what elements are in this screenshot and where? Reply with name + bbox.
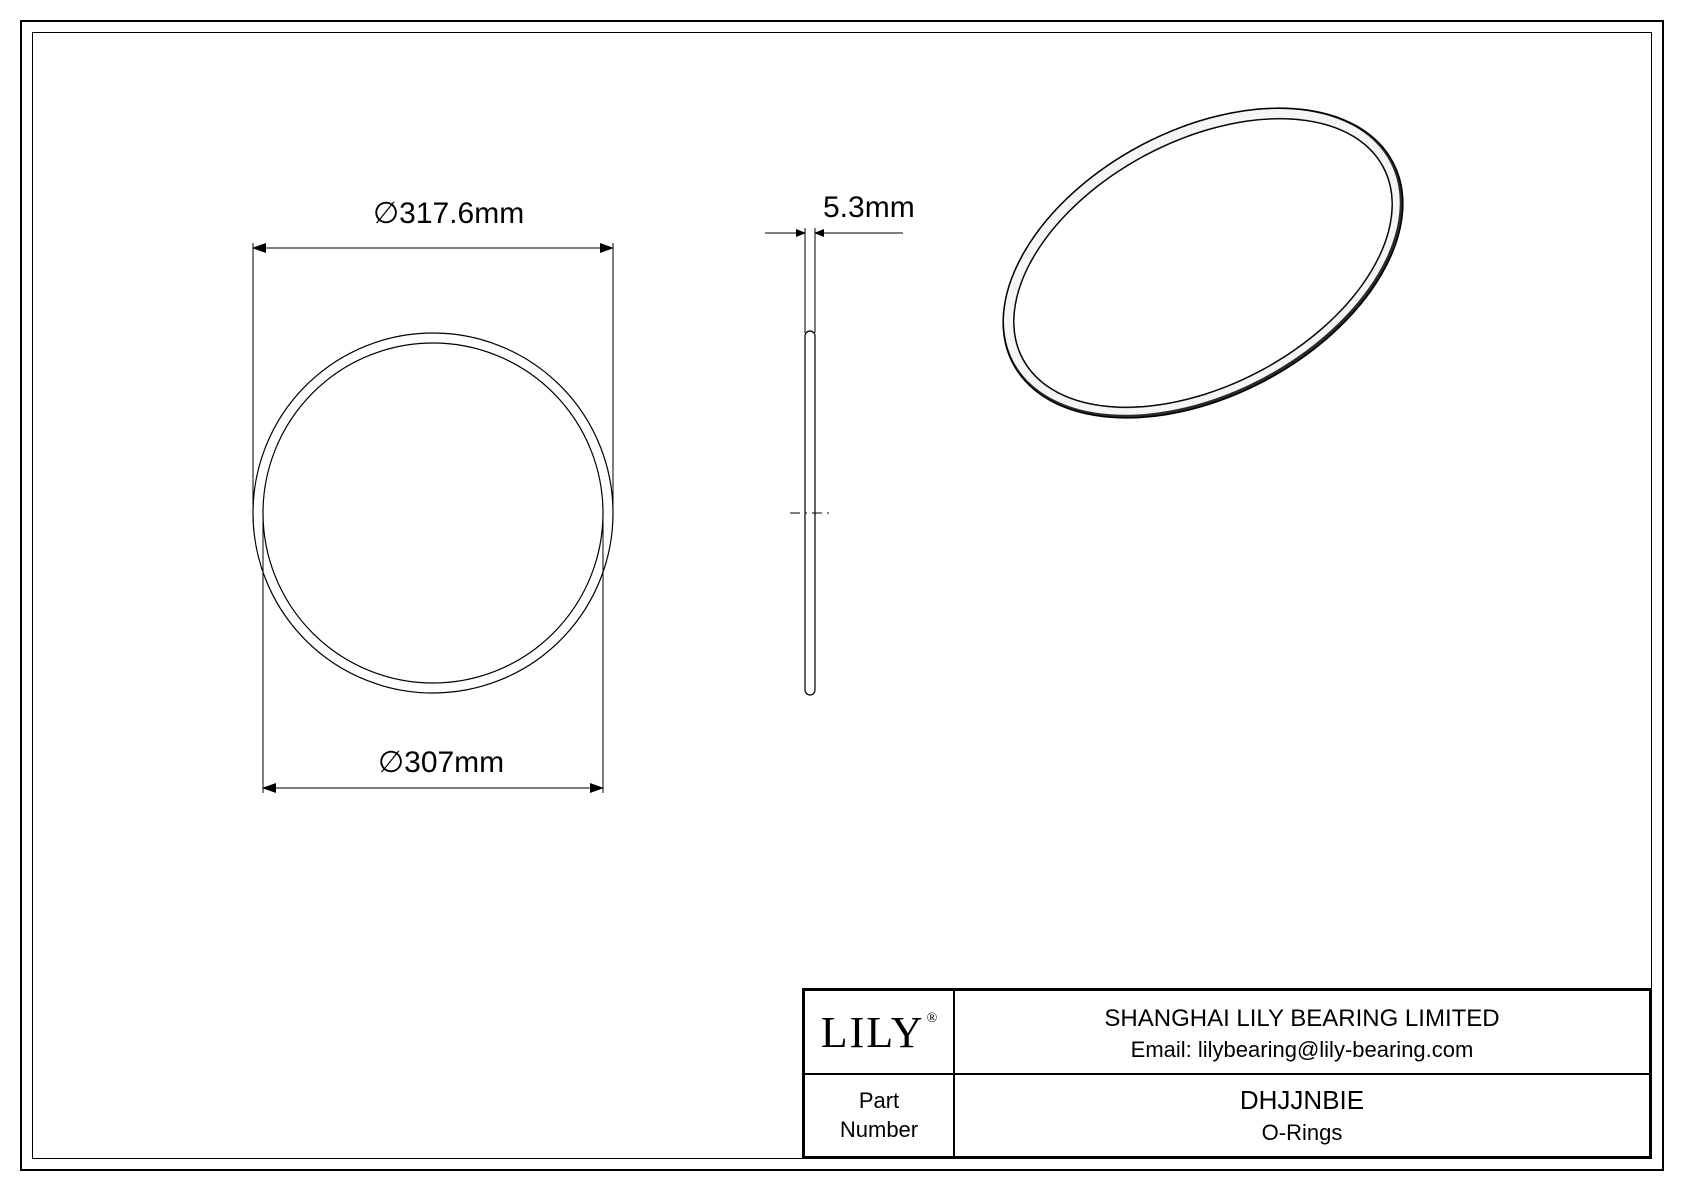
product-type: O-Rings (1262, 1120, 1343, 1146)
side-view (790, 331, 830, 695)
part-number-label-2: Number (840, 1116, 918, 1145)
dim-thickness (765, 228, 903, 333)
company-name: SHANGHAI LILY BEARING LIMITED (1104, 1001, 1499, 1037)
logo-name: LILY (821, 1008, 925, 1057)
thickness-label: 5.3mm (823, 191, 915, 225)
title-block: LILY® SHANGHAI LILY BEARING LIMITED Emai… (802, 988, 1652, 1159)
company-email: Email: lilybearing@lily-bearing.com (1131, 1037, 1474, 1063)
inner-diameter-label: ∅307mm (378, 745, 504, 780)
part-number-label-cell: Part Number (804, 1074, 954, 1157)
logo-text: LILY® (821, 1007, 937, 1058)
front-view (253, 333, 613, 693)
sheet-border: ∅317.6mm ∅307mm 5.3mm LILY® SHANGHAI LIL… (20, 20, 1664, 1171)
part-number-label-1: Part (859, 1087, 899, 1116)
logo-cell: LILY® (804, 990, 954, 1074)
part-number-cell: DHJJNBIE O-Rings (954, 1074, 1650, 1157)
part-number: DHJJNBIE (1240, 1085, 1364, 1116)
iso-view (951, 45, 1456, 482)
dim-outer-diameter (253, 243, 613, 513)
registered-mark: ® (927, 1011, 940, 1026)
inner-frame: ∅317.6mm ∅307mm 5.3mm LILY® SHANGHAI LIL… (32, 32, 1652, 1159)
company-cell: SHANGHAI LILY BEARING LIMITED Email: lil… (954, 990, 1650, 1074)
outer-diameter-label: ∅317.6mm (373, 196, 524, 231)
